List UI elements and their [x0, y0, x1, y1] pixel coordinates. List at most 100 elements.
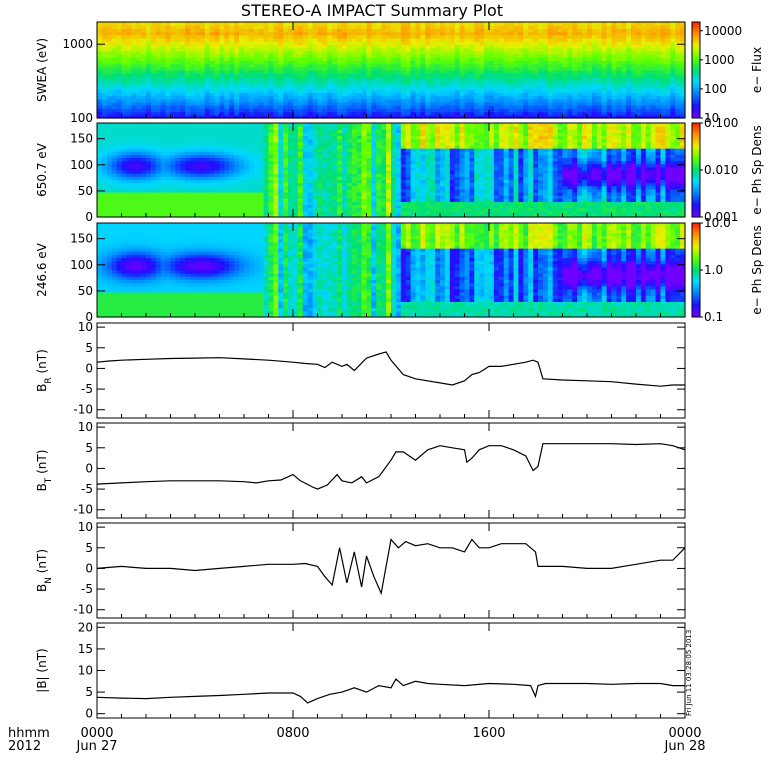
heatmap-cell: [278, 114, 284, 119]
heatmap-cell: [278, 47, 284, 52]
heatmap-cell: [175, 34, 181, 39]
heatmap-cell: [464, 98, 470, 103]
heatmap-cell: [626, 57, 632, 61]
heatmap-cell: [449, 105, 456, 109]
heatmap-cell: [645, 57, 652, 61]
heatmap-cell: [645, 79, 652, 84]
heatmap-cell: [224, 89, 230, 93]
heatmap-cell: [273, 163, 279, 168]
heatmap-cell: [523, 89, 529, 93]
heatmap-cell: [155, 170, 162, 174]
heatmap-cell: [155, 73, 162, 77]
heatmap-cell: [106, 102, 113, 106]
heatmap-cell: [155, 47, 162, 52]
heatmap-cell: [165, 204, 172, 209]
heatmap-cell: [513, 102, 519, 106]
heatmap-cell: [244, 144, 250, 149]
heatmap-cell: [175, 135, 181, 140]
heatmap-cell: [248, 66, 255, 71]
heatmap-cell: [342, 57, 348, 61]
heatmap-cell: [489, 28, 495, 33]
heatmap-cell: [234, 102, 240, 106]
heatmap-cell: [175, 191, 181, 196]
heatmap-cell: [626, 28, 632, 33]
heatmap-cell: [346, 114, 353, 119]
heatmap-cell: [195, 50, 201, 55]
heatmap-cell: [170, 141, 176, 146]
heatmap-cell: [640, 66, 647, 71]
heatmap-cell: [263, 89, 270, 93]
heatmap-cell: [293, 63, 299, 68]
heatmap-cell: [160, 76, 167, 81]
heatmap-cell: [165, 82, 172, 87]
heatmap-cell: [611, 105, 617, 109]
heatmap-cell: [244, 82, 250, 87]
heatmap-cell: [307, 86, 314, 90]
heatmap-cell: [258, 102, 265, 106]
heatmap-cell: [278, 54, 284, 58]
y-tick-label: 1000: [62, 37, 93, 51]
heatmap-cell: [547, 108, 554, 113]
heatmap-cell: [567, 63, 573, 68]
heatmap-cell: [146, 82, 152, 87]
heatmap-cell: [263, 54, 270, 58]
heatmap-cell: [596, 44, 603, 49]
heatmap-cell: [425, 86, 431, 90]
heatmap-cell: [645, 54, 652, 58]
heatmap-cell: [356, 86, 363, 90]
heatmap-cell: [204, 191, 211, 196]
heatmap-cell: [253, 201, 260, 206]
heatmap-cell: [572, 57, 578, 61]
heatmap-cell: [288, 144, 294, 149]
heatmap-cell: [136, 170, 142, 174]
heatmap-cell: [356, 57, 363, 61]
heatmap-cell: [121, 213, 127, 218]
heatmap-cell: [116, 154, 123, 159]
heatmap-cell: [273, 28, 279, 33]
heatmap-cell: [180, 50, 186, 55]
heatmap-cell: [146, 138, 152, 143]
heatmap-cell: [351, 102, 358, 106]
heatmap-cell: [680, 102, 686, 106]
heatmap-cell: [111, 188, 118, 193]
heatmap-cell: [312, 198, 319, 202]
heatmap-cell: [258, 31, 265, 36]
heatmap-cell: [170, 54, 176, 58]
heatmap-cell: [131, 185, 137, 190]
colorbar-tick-label: 10000: [704, 24, 742, 38]
heatmap-cell: [297, 188, 304, 193]
heatmap-cell: [405, 89, 412, 93]
heatmap-cell: [263, 92, 270, 97]
heatmap-cell: [528, 89, 534, 93]
heatmap-cell: [268, 86, 274, 90]
heatmap-cell: [170, 213, 176, 218]
heatmap-cell: [577, 44, 583, 49]
heatmap-cell: [121, 114, 127, 119]
heatmap-cell: [180, 144, 186, 149]
heatmap-cell: [244, 25, 250, 29]
heatmap-cell: [665, 86, 671, 90]
heatmap-cell: [195, 25, 201, 29]
heatmap-cell: [253, 47, 260, 52]
heatmap-cell: [484, 95, 490, 100]
heatmap-cell: [293, 163, 299, 168]
heatmap-cell: [106, 179, 113, 184]
heatmap-cell: [508, 66, 515, 71]
heatmap-cell: [160, 95, 167, 100]
heatmap-cell: [180, 201, 186, 206]
heatmap-cell: [640, 57, 647, 61]
heatmap-cell: [606, 92, 613, 97]
heatmap-cell: [106, 114, 113, 119]
heatmap-cell: [327, 57, 333, 61]
heatmap-cell: [400, 31, 407, 36]
heatmap-cell: [224, 22, 230, 26]
heatmap-cell: [248, 176, 255, 180]
heatmap-cell: [596, 108, 603, 113]
heatmap-cell: [332, 114, 338, 119]
heatmap-cell: [214, 28, 221, 33]
heatmap-cell: [253, 138, 260, 143]
heatmap-cell: [258, 160, 265, 165]
heatmap-cell: [474, 105, 480, 109]
heatmap-cell: [351, 111, 358, 116]
heatmap-cell: [430, 73, 436, 77]
